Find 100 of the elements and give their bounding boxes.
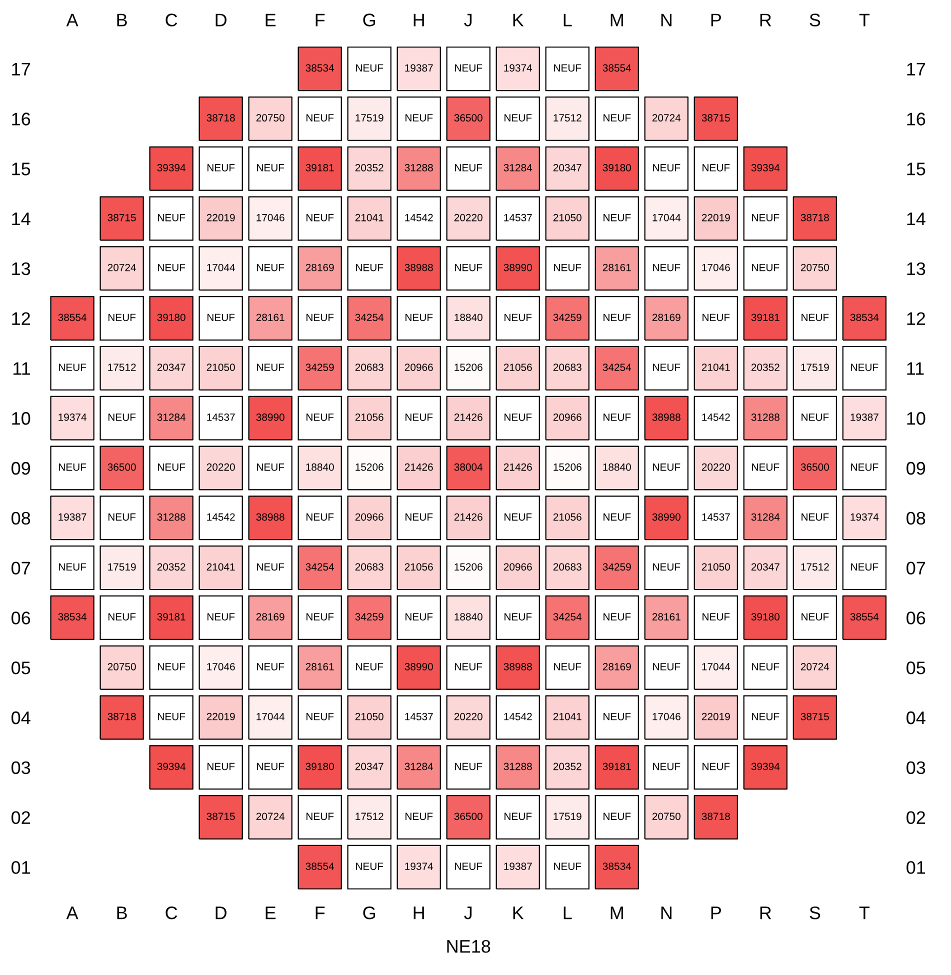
data-label: 21050 <box>206 364 235 371</box>
data-label: 34254 <box>355 314 384 322</box>
category-label: C <box>166 14 178 26</box>
data-label: 38715 <box>108 214 136 222</box>
text: NEUF <box>58 464 86 471</box>
data-label: 38715 <box>206 812 235 820</box>
text: NEUF <box>504 414 532 421</box>
data-label: 15206 <box>554 463 582 471</box>
text: NEUF <box>504 314 532 322</box>
text: NEUF <box>653 264 680 272</box>
data-label: 19387 <box>58 513 86 521</box>
text: NEUF <box>554 862 582 870</box>
data-label: 38988 <box>504 663 532 670</box>
y2-tick-label: 08 <box>12 512 30 525</box>
data-label: 20683 <box>355 364 384 371</box>
text: NEUF <box>802 314 829 322</box>
data-label: 19374 <box>58 414 86 421</box>
text: NEUF <box>406 613 433 620</box>
text: NEUF <box>406 812 433 820</box>
data-label: 17046 <box>702 264 730 272</box>
text: NEUF <box>306 812 334 820</box>
data-label: 17046 <box>207 663 235 670</box>
data-label: 17519 <box>801 364 829 371</box>
y-tick-label: 09 <box>906 462 926 475</box>
data-label: 20220 <box>206 463 235 471</box>
category-label: L <box>564 14 572 26</box>
data-label: 31288 <box>404 164 433 172</box>
data-label: 17512 <box>554 114 582 122</box>
text: NEUF <box>851 364 878 371</box>
data-label: 20724 <box>256 812 285 820</box>
data-label: 18840 <box>454 314 482 322</box>
data-label: 20220 <box>454 214 482 222</box>
data-label: 38534 <box>58 613 86 620</box>
x-tick-label: P <box>711 906 721 920</box>
text: NEUF <box>604 414 631 421</box>
x-tick-label: T <box>859 906 870 920</box>
data-label: 38554 <box>58 314 86 322</box>
y-tick-label: 05 <box>906 662 926 674</box>
data-label: 14537 <box>207 414 235 421</box>
data-label: 38534 <box>602 862 632 870</box>
x-tick-label: N <box>661 906 672 920</box>
text: NEUF <box>406 513 433 521</box>
text: NEUF <box>653 164 680 172</box>
text: NEUF <box>851 563 878 571</box>
category-label: S <box>810 14 820 26</box>
text: NEUF <box>306 513 334 521</box>
data-label: 38990 <box>256 414 284 421</box>
text: NEUF <box>653 663 680 670</box>
data-label: 20347 <box>157 364 186 371</box>
text: NEUF <box>802 613 829 620</box>
y-tick-label: 12 <box>907 312 926 325</box>
text: NEUF <box>504 613 532 620</box>
text: NEUF <box>108 314 136 322</box>
data-label: 17512 <box>801 563 829 571</box>
text: NEUF <box>208 314 235 322</box>
data-label: 17046 <box>256 214 284 222</box>
text: NEUF <box>306 114 334 122</box>
y-tick-label: 06 <box>906 612 926 624</box>
category-label: G <box>363 14 376 26</box>
data-label: 17044 <box>207 264 236 272</box>
y2-tick-label: 07 <box>12 562 30 575</box>
data-label: 31284 <box>157 414 186 421</box>
data-label: 20352 <box>355 164 384 172</box>
data-label: 14537 <box>405 712 433 720</box>
data-label: 38990 <box>652 513 680 521</box>
data-label: 14542 <box>405 214 433 222</box>
text: NEUF <box>406 314 433 322</box>
data-label: 28161 <box>256 314 284 322</box>
data-label: 31284 <box>504 164 532 172</box>
y2-tick-label: 15 <box>12 162 30 176</box>
data-label: 19387 <box>405 64 433 72</box>
text: NEUF <box>356 64 384 72</box>
text: NEUF <box>108 613 136 620</box>
text: NEUF <box>702 164 730 172</box>
text: NEUF <box>306 613 334 620</box>
data-label: 21426 <box>404 463 433 471</box>
data-label: 38534 <box>850 314 879 322</box>
data-label: 20220 <box>702 463 730 471</box>
text: NEUF <box>653 364 680 371</box>
data-label: 39180 <box>306 762 334 770</box>
data-label: 39394 <box>751 762 780 770</box>
data-label: 28169 <box>306 264 334 272</box>
text: NEUF <box>257 663 284 670</box>
text: NEUF <box>455 164 482 172</box>
y-tick-label: 07 <box>906 562 926 575</box>
data-label: 17519 <box>356 114 384 122</box>
text: NEUF <box>802 414 829 421</box>
text: NEUF <box>356 862 384 870</box>
y2-tick-label: 09 <box>12 462 30 475</box>
x-tick-label: C <box>166 906 178 920</box>
text: NEUF <box>455 264 482 272</box>
text: NEUF <box>306 314 334 322</box>
data-label: 19374 <box>850 513 879 521</box>
data-label: 17519 <box>554 812 582 820</box>
data-label: 20683 <box>553 364 582 371</box>
text: NEUF <box>554 264 582 272</box>
y2-tick-label: 03 <box>12 761 30 774</box>
text: NEUF <box>702 314 730 322</box>
text: NEUF <box>653 464 680 471</box>
text: NEUF <box>604 114 631 122</box>
